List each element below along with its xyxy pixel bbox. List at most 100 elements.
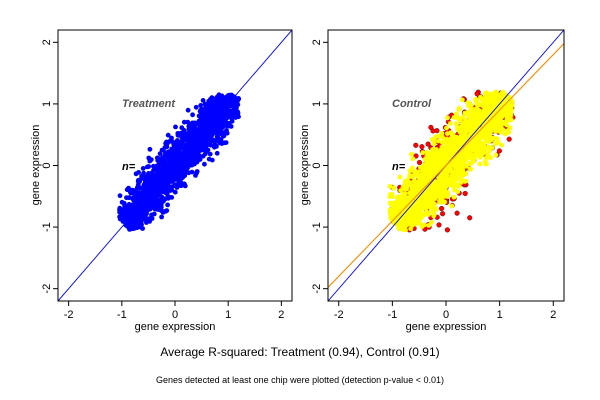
treatment-point — [163, 208, 169, 214]
control-outlier-point — [506, 136, 512, 142]
control-point — [420, 193, 426, 199]
control-point — [414, 217, 419, 222]
treatment-point — [223, 95, 229, 101]
treatment-point — [174, 159, 180, 165]
control-point — [500, 127, 506, 132]
y-tick-label: -1 — [311, 222, 323, 232]
treatment-point — [143, 204, 149, 210]
treatment-point — [176, 141, 182, 147]
control-point — [477, 155, 483, 160]
control-point — [438, 200, 443, 205]
treatment-point — [150, 199, 155, 205]
control-point — [492, 116, 498, 122]
control-point — [477, 161, 483, 167]
control-point — [493, 89, 499, 95]
control-point — [398, 188, 404, 194]
control-outlier-point — [425, 141, 431, 147]
control-point — [507, 125, 513, 131]
treatment-point — [198, 115, 204, 121]
control-outlier-point — [440, 211, 446, 217]
control-point — [444, 173, 449, 179]
treatment-point — [209, 95, 215, 100]
y-tick-label: 2 — [41, 39, 53, 45]
treatment-point — [140, 166, 146, 171]
control-point — [507, 107, 513, 113]
control-outlier-point — [413, 142, 419, 148]
control-point — [474, 143, 479, 149]
control-point — [397, 195, 403, 201]
control-point — [444, 125, 449, 131]
treatment-point — [205, 147, 211, 153]
control-point — [439, 150, 445, 155]
treatment-point — [157, 151, 163, 157]
control-point — [468, 104, 474, 110]
control-point — [411, 221, 417, 226]
control-point — [474, 114, 479, 119]
x-tick-label: 2 — [278, 309, 284, 321]
control-point — [467, 120, 473, 126]
control-point — [433, 162, 438, 168]
treatment-point — [173, 124, 178, 130]
control-point — [497, 113, 502, 118]
treatment-point — [139, 217, 145, 223]
control-point — [486, 134, 492, 140]
control-point — [455, 189, 461, 195]
treatment-point — [200, 98, 206, 103]
treatment-point — [187, 129, 193, 134]
treatment-point — [218, 106, 223, 112]
figure-caption: Average R-squared: Treatment (0.94), Con… — [160, 345, 439, 359]
treatment-point — [194, 169, 200, 174]
treatment-point — [212, 142, 218, 148]
control-point — [432, 150, 438, 156]
control-outlier-point — [467, 215, 473, 221]
control-outlier-point — [419, 144, 425, 150]
treatment-panel-label: Treatment — [122, 98, 176, 110]
control-point — [440, 134, 445, 140]
control-point — [409, 151, 414, 157]
treatment-point — [215, 127, 221, 132]
treatment-point — [181, 127, 187, 133]
control-point — [424, 199, 430, 205]
treatment-points — [117, 92, 242, 232]
control-point — [419, 214, 425, 219]
treatment-point — [173, 171, 178, 177]
treatment-point — [197, 144, 202, 150]
control-point — [445, 189, 450, 195]
treatment-point — [180, 181, 185, 187]
control-panel: -2 -1 0 1 2 -2 -1 0 1 2 Control n= gene expressio… — [299, 29, 565, 333]
treatment-point — [169, 162, 175, 168]
treatment-point — [134, 194, 140, 200]
control-point — [420, 164, 426, 170]
control-point — [453, 171, 459, 177]
control-point — [387, 192, 393, 198]
control-point — [491, 104, 496, 110]
treatment-point — [192, 150, 197, 156]
control-point — [448, 167, 454, 173]
control-point — [458, 142, 464, 147]
control-point — [481, 141, 487, 146]
control-point — [402, 186, 408, 192]
control-point — [449, 173, 454, 179]
control-point — [503, 113, 509, 119]
control-point — [433, 134, 438, 140]
control-point — [507, 98, 513, 103]
control-point — [469, 146, 475, 152]
control-point — [493, 152, 499, 158]
control-point — [431, 213, 437, 219]
control-point — [496, 96, 501, 102]
treatment-point — [140, 226, 146, 231]
control-point — [411, 178, 417, 184]
control-point — [461, 150, 467, 156]
control-point — [427, 169, 432, 174]
treatment-point — [211, 103, 217, 109]
control-point — [402, 214, 408, 219]
control-outlier-point — [444, 227, 450, 233]
control-point — [437, 164, 443, 170]
treatment-point — [191, 157, 196, 163]
control-point — [426, 223, 432, 228]
x-tick-label: -2 — [334, 309, 344, 321]
control-outlier-point — [439, 205, 445, 212]
treatment-point — [172, 183, 178, 189]
treatment-point — [202, 161, 207, 167]
treatment-point — [156, 189, 162, 194]
